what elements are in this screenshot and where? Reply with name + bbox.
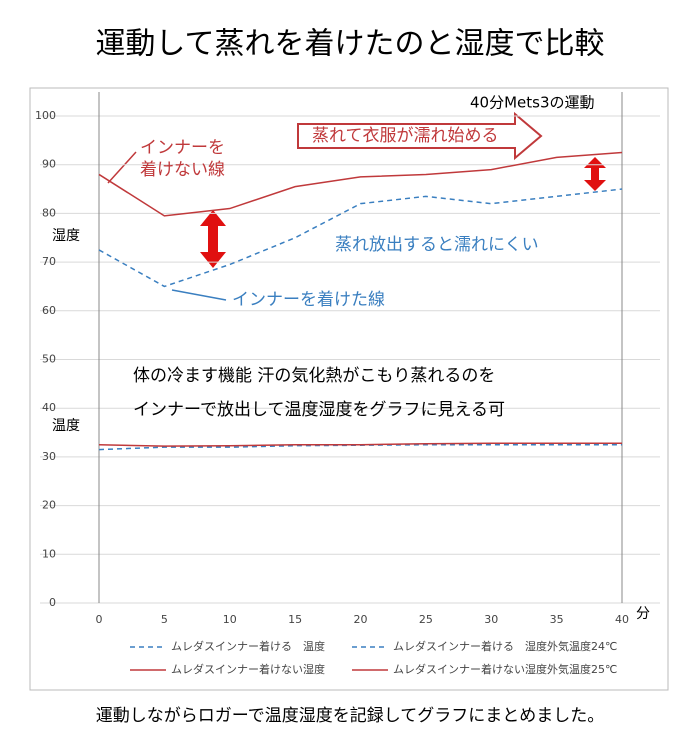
y-tick-label: 60 bbox=[42, 304, 56, 317]
annotation: 40分Mets3の運動 bbox=[470, 94, 595, 112]
x-tick-label: 30 bbox=[484, 613, 498, 626]
annotation: 蒸れ放出すると濡れにくい bbox=[335, 235, 539, 255]
x-tick-label: 15 bbox=[288, 613, 302, 626]
y-tick-label: 70 bbox=[42, 255, 56, 268]
x-unit: 分 bbox=[636, 606, 650, 622]
x-tick-label: 40 bbox=[615, 613, 629, 626]
legend-label: ムレダスインナー着けない湿度外気温度25℃ bbox=[393, 662, 617, 676]
annotation: インナーで放出して温度湿度をグラフに見える可 bbox=[133, 400, 505, 420]
x-tick-label: 35 bbox=[550, 613, 564, 626]
annotation: 湿度 bbox=[52, 228, 80, 244]
annotation: インナーを着けた線 bbox=[232, 290, 385, 310]
annotation: 蒸れて衣服が濡れ始める bbox=[312, 126, 499, 146]
x-tick-label: 10 bbox=[223, 613, 237, 626]
x-tick-label: 20 bbox=[354, 613, 368, 626]
leader-line bbox=[171, 289, 227, 301]
y-tick-label: 50 bbox=[42, 353, 56, 366]
legend-label: ムレダスインナー着ける 温度 bbox=[171, 639, 325, 653]
outline-arrow bbox=[297, 111, 543, 161]
series-line bbox=[98, 151, 623, 217]
legend-label: ムレダスインナー着ける 湿度外気温度24℃ bbox=[393, 639, 617, 653]
y-tick-label: 10 bbox=[42, 547, 56, 560]
y-tick-label: 80 bbox=[42, 206, 56, 219]
y-tick-label: 0 bbox=[49, 596, 56, 609]
double-arrow bbox=[584, 157, 606, 191]
annotation: 着けない線 bbox=[140, 160, 225, 180]
annotation: インナーを bbox=[140, 138, 225, 158]
x-tick-label: 5 bbox=[161, 613, 168, 626]
series-line bbox=[98, 188, 623, 288]
chart-title: 運動して蒸れを着けたのと湿度で比較 bbox=[95, 27, 604, 62]
legend-label: ムレダスインナー着けない湿度 bbox=[171, 662, 325, 676]
chart-frame bbox=[29, 87, 669, 691]
annotation: 体の冷ます機能 汗の気化熱がこもり蒸れるのを bbox=[133, 366, 495, 386]
y-tick-label: 40 bbox=[42, 401, 56, 414]
footer: 運動しながらロガーで温度湿度を記録してグラフにまとめました。 bbox=[96, 706, 604, 726]
double-arrow bbox=[200, 210, 226, 268]
leader-line bbox=[107, 151, 137, 184]
y-tick-label: 100 bbox=[35, 109, 56, 122]
annotation: 温度 bbox=[52, 418, 80, 434]
y-tick-label: 30 bbox=[42, 450, 56, 463]
x-tick-label: 0 bbox=[96, 613, 103, 626]
x-tick-label: 25 bbox=[419, 613, 433, 626]
y-tick-label: 20 bbox=[42, 499, 56, 512]
plot: 0 10 20 30 40 50 60 70 80 90 100 0 5 10 15 20 25 30 35 40 ムレ… bbox=[35, 92, 660, 676]
series-line bbox=[98, 442, 622, 447]
y-tick-label: 90 bbox=[42, 158, 56, 171]
